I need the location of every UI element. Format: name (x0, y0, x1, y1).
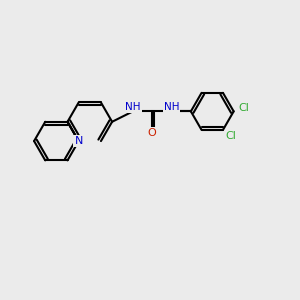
Text: Cl: Cl (226, 131, 237, 141)
Text: Cl: Cl (238, 103, 250, 113)
Text: N: N (74, 136, 83, 146)
Text: NH: NH (125, 102, 141, 112)
Text: NH: NH (164, 102, 179, 112)
Text: O: O (148, 128, 157, 138)
